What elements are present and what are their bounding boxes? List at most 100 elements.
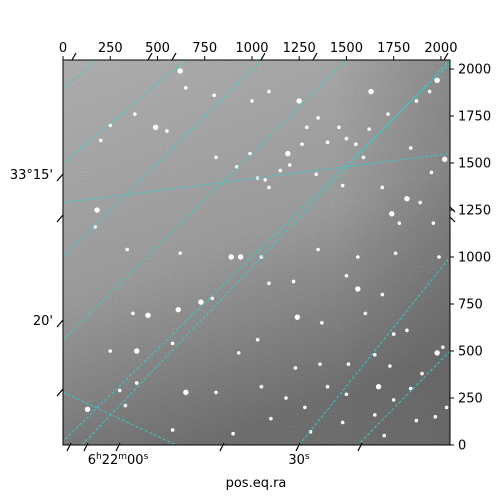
star [434,350,440,356]
star [391,332,396,336]
star [214,155,218,160]
star [212,93,216,98]
y-tick-label: 1500 [458,157,491,172]
y-tick-label: 2000 [458,63,491,78]
world-tick-mark [449,206,456,213]
star [382,433,387,438]
star [442,156,448,162]
star [134,381,139,385]
star [131,311,135,316]
star [337,125,341,130]
star [431,221,436,225]
star [184,86,188,90]
star [372,413,377,417]
x-tick-label: 250 [98,41,123,56]
star [170,428,175,432]
world-tick-mark [312,52,318,61]
world-tick-mark [171,52,177,61]
world-tick-mark [115,442,121,452]
y-tick-label: 1250 [458,204,491,219]
star [314,172,319,177]
world-tick-mark [449,216,456,223]
star [304,125,309,130]
star [250,99,254,103]
star [133,112,137,116]
y-tick-label: 0 [458,439,466,454]
star [429,170,434,175]
y-tick-label: 500 [458,345,483,360]
star [177,68,183,74]
star [316,247,320,252]
x-tick-label: 1500 [330,41,363,56]
y-tick-label: 1750 [458,110,491,125]
star [263,178,267,182]
world-tick-mark [147,52,153,61]
grid-line [63,63,450,442]
star [175,306,181,313]
star [259,384,264,389]
image-plot-area [63,60,450,445]
star [414,418,419,423]
star [325,140,330,145]
plot-frame [62,59,451,446]
world-tick-mark [56,319,64,328]
star [368,88,374,95]
star [404,196,410,202]
world-tick-mark [357,442,363,452]
x-tick-label: 1250 [283,41,316,56]
star [372,352,377,357]
star [152,124,159,130]
star [433,415,438,419]
star [108,349,113,353]
grid-line [63,60,347,341]
star [427,89,432,94]
star [325,384,330,389]
star [303,405,307,410]
star [165,129,169,133]
ra-tick-label: 6h22m00s [88,452,149,468]
star [437,255,441,259]
star [391,398,396,402]
star [294,314,301,320]
dec-tick-label: 20' [33,314,53,329]
star [444,405,449,410]
star [210,296,215,301]
star [355,255,360,259]
star [125,247,130,252]
world-tick-mark [56,173,64,182]
star [237,254,244,260]
grid-line [63,391,177,445]
star [123,403,128,408]
world-tick-mark [295,442,301,452]
world-tick-mark [83,442,89,452]
star [375,384,382,390]
grid-line [298,256,450,445]
y-tick-label: 750 [458,298,483,313]
star [296,98,302,104]
star [267,281,271,286]
x-tick-label: 750 [192,41,217,56]
star [380,185,385,190]
x-axis-title: pos.eq.ra [226,476,287,491]
star [344,136,349,141]
star [408,146,413,150]
world-tick-mark [56,214,64,223]
star [380,292,385,297]
world-tick-mark [66,442,72,452]
star [170,341,175,346]
y-tick-label: 250 [458,392,483,407]
star [361,155,366,160]
star [441,345,445,350]
star [367,127,371,131]
star [393,251,398,256]
stars-layer [84,68,449,438]
star [354,142,358,147]
star [355,286,361,292]
star [228,254,234,260]
star [320,321,324,325]
star [255,337,260,342]
world-tick-mark [71,52,77,61]
grid-line [63,60,98,89]
star [231,431,235,436]
